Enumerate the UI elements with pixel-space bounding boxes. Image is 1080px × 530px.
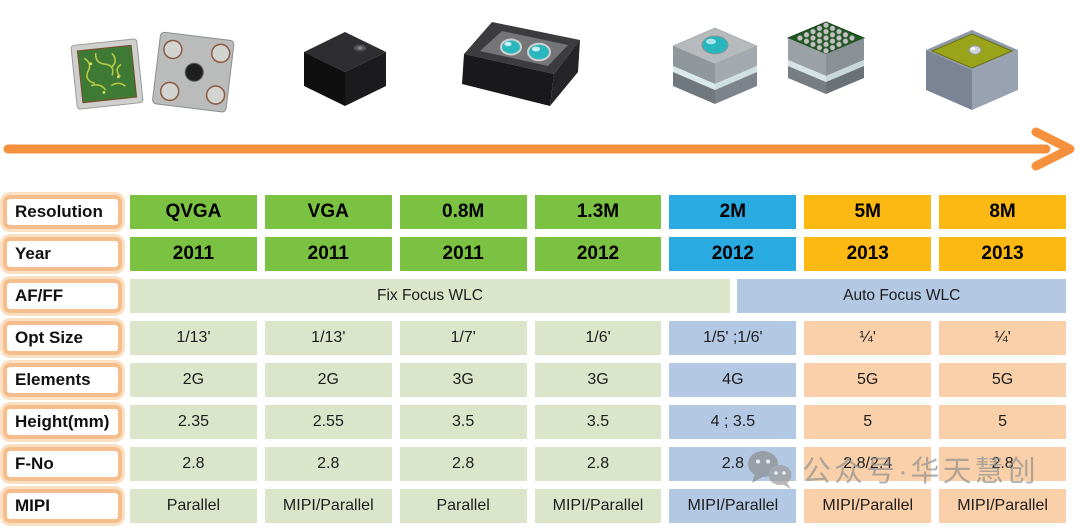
opt-size-cell: 1/7' xyxy=(399,321,527,355)
row-label-resolution: Resolution xyxy=(3,195,122,229)
year-cell: 2011 xyxy=(399,237,527,271)
f-no-cell: 2.8/2.4 xyxy=(804,447,932,481)
opt-size-cell: 1/6' xyxy=(534,321,662,355)
gray-cube-cyan-lens-module-image xyxy=(672,27,758,104)
row-label-f-no: F-No xyxy=(3,447,122,481)
elements-cell: 5G xyxy=(804,363,932,397)
height-cell: 5 xyxy=(939,405,1066,439)
f-no-cell: 2.8 xyxy=(399,447,527,481)
elements-cell: 2G xyxy=(264,363,392,397)
elements-cell: 5G xyxy=(939,363,1066,397)
f-no-cell: 2.8 xyxy=(534,447,662,481)
elements-cell: 2G xyxy=(130,363,257,397)
fix-focus-wlc-bar: Fix Focus WLC xyxy=(130,279,730,313)
row-label-opt-size: Opt Size xyxy=(3,321,122,355)
resolution-header-qvga: QVGA xyxy=(130,195,257,229)
year-cell: 2012 xyxy=(669,237,797,271)
mipi-cell: MIPI/Parallel xyxy=(534,489,662,523)
mipi-cell: Parallel xyxy=(130,489,257,523)
height-cell: 4 ; 3.5 xyxy=(669,405,797,439)
mipi-cell: MIPI/Parallel xyxy=(804,489,932,523)
row-label-mipi: MIPI xyxy=(3,489,122,523)
resolution-header-vga: VGA xyxy=(264,195,392,229)
f-no-cell: 2.8 xyxy=(669,447,797,481)
f-no-cell: 2.8 xyxy=(130,447,257,481)
resolution-header-8m: 8M xyxy=(939,195,1066,229)
opt-size-cell: 1/13' xyxy=(264,321,392,355)
resolution-header-5m: 5M xyxy=(804,195,932,229)
mipi-cell: MIPI/Parallel xyxy=(669,489,797,523)
f-no-cell: 2.8 xyxy=(264,447,392,481)
year-cell: 2011 xyxy=(130,237,257,271)
height-cell: 2.55 xyxy=(264,405,392,439)
olive-top-cube-module-image xyxy=(926,30,1018,110)
bga-ball-grid-module-image xyxy=(786,21,866,94)
year-cell: 2011 xyxy=(264,237,392,271)
elements-cell: 3G xyxy=(399,363,527,397)
elements-cell: 3G xyxy=(534,363,662,397)
timeline-arrow-icon xyxy=(3,127,1075,171)
spec-table: Resolution QVGA VGA 0.8M 1.3M 2M 5M 8M Y… xyxy=(3,195,1066,523)
resolution-header-2m: 2M xyxy=(669,195,797,229)
opt-size-cell: ¼' xyxy=(804,321,932,355)
year-cell: 2013 xyxy=(804,237,932,271)
opt-size-cell: 1/5' ;1/6' xyxy=(669,321,797,355)
opt-size-cell: ¼' xyxy=(939,321,1066,355)
height-cell: 3.5 xyxy=(534,405,662,439)
year-cell: 2013 xyxy=(939,237,1066,271)
height-cell: 2.35 xyxy=(130,405,257,439)
mipi-cell: MIPI/Parallel xyxy=(264,489,392,523)
resolution-header-1-3m: 1.3M xyxy=(534,195,662,229)
resolution-header-0-8m: 0.8M xyxy=(399,195,527,229)
row-label-year: Year xyxy=(3,237,122,271)
mipi-cell: MIPI/Parallel xyxy=(939,489,1066,523)
height-cell: 3.5 xyxy=(399,405,527,439)
row-label-elements: Elements xyxy=(3,363,122,397)
year-cell: 2012 xyxy=(534,237,662,271)
row-label-height-mm: Height(mm) xyxy=(3,405,122,439)
black-cube-module-image xyxy=(304,32,386,106)
height-cell: 5 xyxy=(804,405,932,439)
row-label-af-ff: AF/FF xyxy=(3,279,122,313)
af-ff-row: Fix Focus WLC Auto Focus WLC xyxy=(130,279,1066,313)
sensor-die-and-screw-module-image xyxy=(70,31,235,113)
f-no-cell: 2.8 xyxy=(939,447,1066,481)
dual-lens-black-module-image xyxy=(462,22,580,106)
elements-cell: 4G xyxy=(669,363,797,397)
auto-focus-wlc-bar: Auto Focus WLC xyxy=(737,279,1066,313)
opt-size-cell: 1/13' xyxy=(130,321,257,355)
mipi-cell: Parallel xyxy=(399,489,527,523)
